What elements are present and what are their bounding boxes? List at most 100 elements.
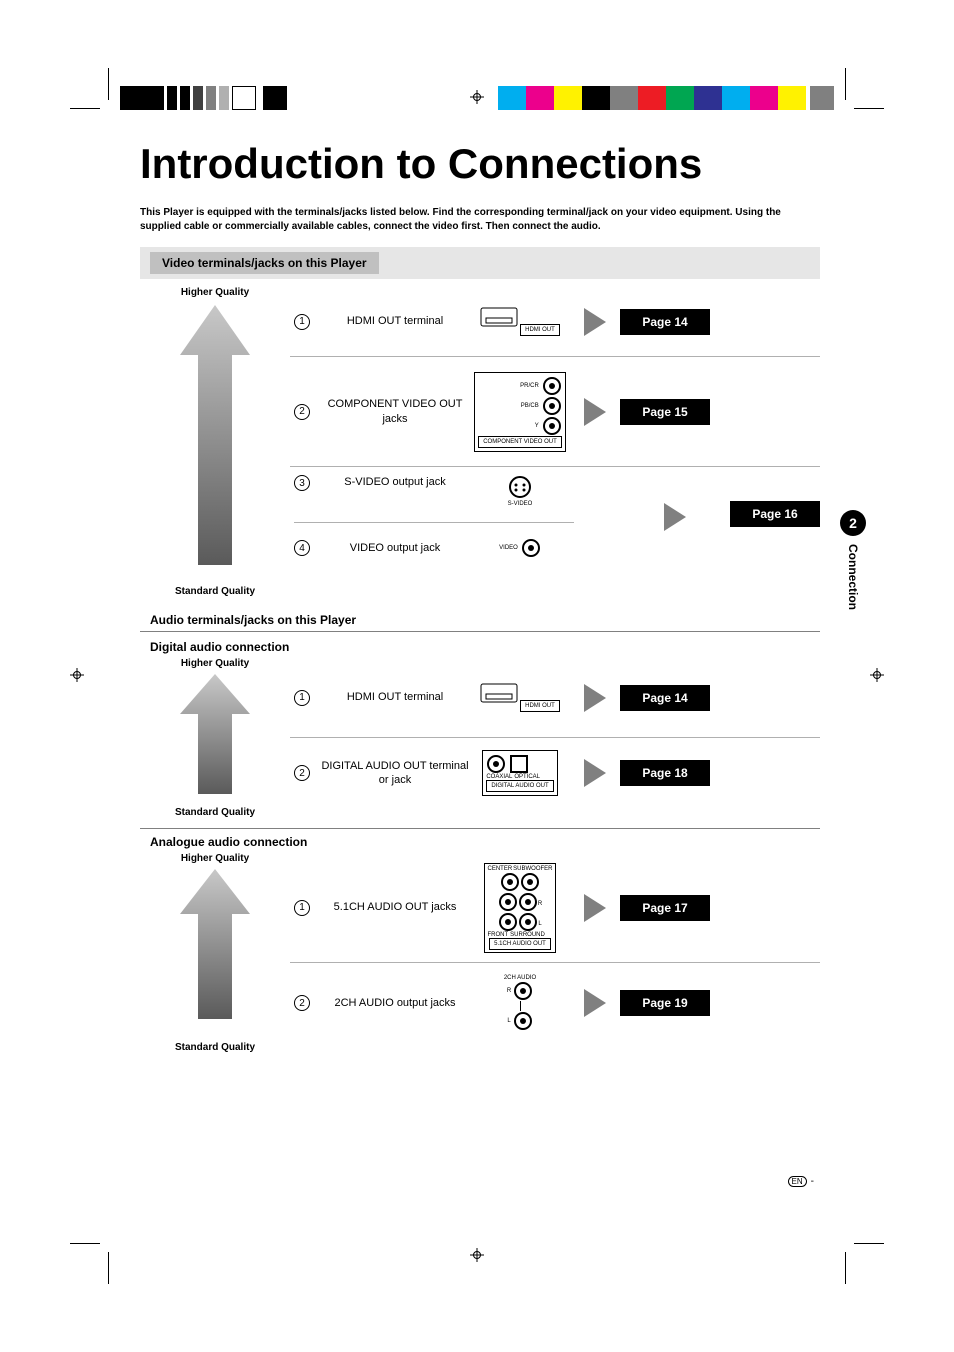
color-swatch — [750, 86, 778, 110]
page-content: Introduction to Connections This Player … — [140, 140, 820, 1063]
registration-mark — [870, 668, 884, 682]
video-icon: VIDEO — [470, 538, 570, 558]
terminal-label: HDMI OUT terminal — [320, 314, 470, 328]
audio-section-title: Audio terminals/jacks on this Player — [140, 607, 820, 632]
terminal-label: DIGITAL AUDIO OUT terminal or jack — [320, 759, 470, 788]
quality-gradient-arrow — [180, 869, 250, 1019]
digital-row-hdmi: 1 HDMI OUT terminal HDMI OUT Page 14 — [290, 658, 820, 738]
chapter-number-badge: 2 — [840, 510, 866, 536]
analogue-audio-rows: 1 5.1CH AUDIO OUT jacks CENTERSUBWOOFER … — [290, 853, 820, 1053]
registration-mark — [470, 1248, 484, 1262]
analogue-row-51ch: 1 5.1CH AUDIO OUT jacks CENTERSUBWOOFER … — [290, 853, 820, 963]
hdmi-icon: HDMI OUT — [470, 683, 570, 712]
video-quality-arrow-column: Higher Quality Standard Quality — [140, 287, 290, 597]
terminal-label: S-VIDEO output jack — [320, 475, 470, 489]
color-swatch — [498, 86, 526, 110]
crop-mark — [854, 108, 884, 109]
row-number-icon: 3 — [294, 475, 310, 491]
arrow-icon — [584, 684, 606, 712]
density-bar — [120, 86, 287, 110]
higher-quality-label: Higher Quality — [140, 658, 290, 669]
color-swatch — [554, 86, 582, 110]
arrow-icon — [584, 989, 606, 1017]
registration-mark — [70, 668, 84, 682]
video-row-composite: 4 VIDEO output jack VIDEO Page 16 — [290, 523, 820, 573]
standard-quality-label: Standard Quality — [140, 586, 290, 597]
crop-mark — [854, 1243, 884, 1244]
page-footer: EN - — [788, 1176, 814, 1187]
icon-sublabel: DIGITAL AUDIO OUT — [486, 780, 553, 792]
color-swatch — [526, 86, 554, 110]
lang-badge: EN — [788, 1176, 807, 1187]
crop-mark — [70, 1243, 100, 1244]
arrow-icon — [584, 759, 606, 787]
page-link[interactable]: Page 15 — [620, 399, 710, 425]
footer-dash: - — [811, 1176, 814, 1187]
video-row-hdmi: 1 HDMI OUT terminal HDMI OUT Page 14 — [290, 287, 820, 357]
row-number-icon: 2 — [294, 765, 310, 781]
intro-paragraph: This Player is equipped with the termina… — [140, 206, 820, 233]
page-link[interactable]: Page 16 — [730, 501, 820, 527]
page-link[interactable]: Page 18 — [620, 760, 710, 786]
higher-quality-label: Higher Quality — [140, 853, 290, 864]
digital-quality-arrow-column: Higher Quality Standard Quality — [140, 658, 290, 818]
registration-mark — [470, 90, 484, 104]
icon-sublabel: COMPONENT VIDEO OUT — [478, 436, 562, 448]
digital-audio-rows: 1 HDMI OUT terminal HDMI OUT Page 14 2 D… — [290, 658, 820, 818]
side-chapter-tab: 2 Connection — [840, 510, 866, 610]
crop-mark — [845, 68, 846, 100]
icon-sublabel: S-VIDEO — [508, 501, 533, 507]
arrow-icon — [584, 894, 606, 922]
terminal-label: 5.1CH AUDIO OUT jacks — [320, 900, 470, 914]
component-icon: PR/CR PB/CB Y COMPONENT VIDEO OUT — [470, 372, 570, 452]
digital-audio-body: Higher Quality Standard Quality 1 HDMI O… — [140, 658, 820, 818]
arrow-icon — [584, 308, 606, 336]
video-section-body: Higher Quality Standard Quality 1 HDMI O… — [140, 287, 820, 597]
quality-gradient-arrow — [180, 674, 250, 794]
page-link[interactable]: Page 19 — [620, 990, 710, 1016]
color-swatch — [666, 86, 694, 110]
color-swatch — [582, 86, 610, 110]
icon-sublabel: 2CH AUDIO — [504, 975, 536, 981]
hdmi-icon: HDMI OUT — [470, 307, 570, 336]
analogue-audio-subheading: Analogue audio connection — [140, 828, 820, 853]
analogue-quality-arrow-column: Higher Quality Standard Quality — [140, 853, 290, 1053]
color-swatch — [694, 86, 722, 110]
51ch-icon: CENTERSUBWOOFER R L FRONTSURROUND 5.1CH … — [470, 863, 570, 953]
video-section-header: Video terminals/jacks on this Player — [140, 247, 820, 279]
color-swatch — [810, 86, 834, 110]
higher-quality-label: Higher Quality — [140, 287, 290, 298]
page-title: Introduction to Connections — [140, 140, 820, 188]
quality-gradient-arrow — [180, 305, 250, 565]
crop-mark — [70, 108, 100, 109]
color-swatch — [610, 86, 638, 110]
2ch-icon: 2CH AUDIO R L — [470, 975, 570, 1031]
row-number-icon: 1 — [294, 690, 310, 706]
terminal-label: 2CH AUDIO output jacks — [320, 996, 470, 1010]
crop-mark — [108, 68, 109, 100]
video-row-component: 2 COMPONENT VIDEO OUT jacks PR/CR PB/CB … — [290, 357, 820, 467]
row-number-icon: 1 — [294, 900, 310, 916]
digital-audio-icon: COAXIALOPTICAL DIGITAL AUDIO OUT — [470, 750, 570, 796]
page-link[interactable]: Page 14 — [620, 309, 710, 335]
row-number-icon: 1 — [294, 314, 310, 330]
color-swatch — [778, 86, 806, 110]
row-number-icon: 2 — [294, 995, 310, 1011]
icon-sublabel: HDMI OUT — [520, 700, 560, 712]
standard-quality-label: Standard Quality — [140, 1042, 290, 1053]
video-rows: 1 HDMI OUT terminal HDMI OUT Page 14 2 C… — [290, 287, 820, 597]
svideo-icon: S-VIDEO — [470, 475, 570, 507]
terminal-label: COMPONENT VIDEO OUT jacks — [320, 397, 470, 426]
crop-mark — [845, 1252, 846, 1284]
analogue-row-2ch: 2 2CH AUDIO output jacks 2CH AUDIO R L P… — [290, 963, 820, 1043]
page-link[interactable]: Page 17 — [620, 895, 710, 921]
row-number-icon: 4 — [294, 540, 310, 556]
color-swatch — [722, 86, 750, 110]
video-section-title: Video terminals/jacks on this Player — [150, 252, 379, 274]
chapter-label: Connection — [846, 544, 860, 610]
color-swatch — [638, 86, 666, 110]
icon-sublabel: 5.1CH AUDIO OUT — [489, 938, 551, 950]
page-link[interactable]: Page 14 — [620, 685, 710, 711]
terminal-label: HDMI OUT terminal — [320, 690, 470, 704]
icon-sublabel: HDMI OUT — [520, 324, 560, 336]
